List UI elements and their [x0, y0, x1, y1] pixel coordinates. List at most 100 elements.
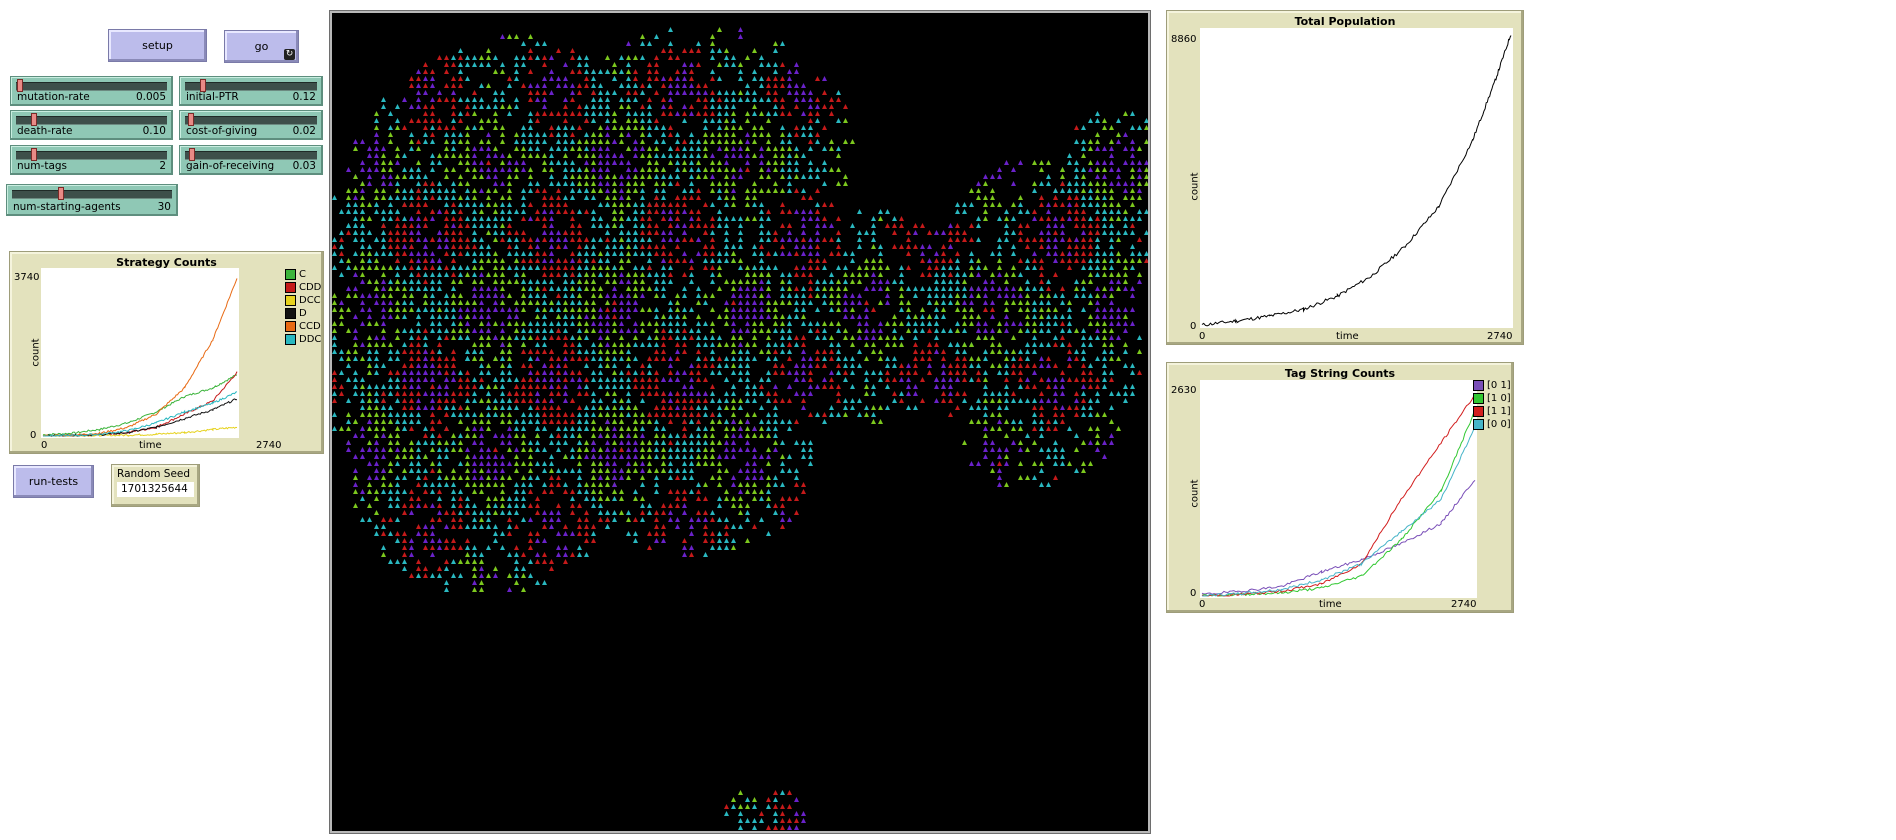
slider-death-rate[interactable]: death-rate 0.10	[10, 110, 173, 140]
go-button[interactable]: go ↻	[224, 30, 299, 63]
turtle-agent	[402, 188, 407, 193]
turtle-agent	[577, 209, 582, 214]
turtle-agent	[717, 517, 722, 522]
turtle-agent	[353, 468, 358, 473]
turtle-agent	[717, 258, 722, 263]
turtle-agent	[423, 139, 428, 144]
slider-mutation-rate[interactable]: mutation-rate 0.005	[10, 76, 173, 106]
setup-button[interactable]: setup	[108, 29, 207, 62]
turtle-agent	[654, 538, 659, 543]
turtle-agent	[451, 377, 456, 382]
turtle-agent	[752, 181, 757, 186]
slider-initial-ptr[interactable]: initial-PTR 0.12	[179, 76, 323, 106]
turtle-agent	[423, 405, 428, 410]
turtle-agent	[934, 230, 939, 235]
turtle-agent	[948, 384, 953, 389]
turtle-agent	[374, 412, 379, 417]
random-seed-input-box[interactable]: Random Seed 1701325644	[111, 464, 200, 507]
turtle-agent	[633, 90, 638, 95]
slider-num-starting-agents[interactable]: num-starting-agents 30	[6, 184, 178, 216]
random-seed-field[interactable]: 1701325644	[117, 482, 194, 497]
turtle-agent	[493, 265, 498, 270]
turtle-agent	[472, 195, 477, 200]
turtle-agent	[703, 230, 708, 235]
turtle-agent	[584, 237, 589, 242]
turtle-agent	[661, 83, 666, 88]
turtle-agent	[808, 328, 813, 333]
turtle-agent	[913, 314, 918, 319]
slider-knob[interactable]	[200, 79, 207, 92]
turtle-agent	[710, 433, 715, 438]
slider-knob[interactable]	[17, 79, 24, 92]
slider-cost-of-giving[interactable]: cost-of-giving 0.02	[179, 110, 323, 140]
turtle-agent	[675, 307, 680, 312]
turtle-agent	[535, 97, 540, 102]
turtle-agent	[969, 419, 974, 424]
turtle-agent	[668, 356, 673, 361]
turtle-agent	[794, 62, 799, 67]
turtle-agent	[801, 300, 806, 305]
turtle-agent	[675, 90, 680, 95]
turtle-agent	[360, 412, 365, 417]
turtle-agent	[500, 300, 505, 305]
turtle-agent	[1018, 293, 1023, 298]
turtle-agent	[731, 426, 736, 431]
turtle-agent	[605, 342, 610, 347]
turtle-agent	[1004, 461, 1009, 466]
turtle-agent	[381, 405, 386, 410]
turtle-agent	[556, 405, 561, 410]
turtle-agent	[682, 552, 687, 557]
slider-knob[interactable]	[188, 148, 195, 161]
turtle-agent	[367, 412, 372, 417]
turtle-agent	[640, 202, 645, 207]
turtle-agent	[745, 489, 750, 494]
run-tests-button[interactable]: run-tests	[13, 465, 94, 498]
world-view[interactable]	[330, 11, 1150, 833]
turtle-agent	[899, 342, 904, 347]
turtle-agent	[528, 139, 533, 144]
turtle-agent	[549, 433, 554, 438]
turtle-agent	[563, 391, 568, 396]
turtle-agent	[836, 118, 841, 123]
turtle-agent	[885, 370, 890, 375]
slider-knob[interactable]	[30, 113, 37, 126]
turtle-agent	[927, 286, 932, 291]
turtle-agent	[472, 90, 477, 95]
turtle-agent	[381, 419, 386, 424]
slider-knob[interactable]	[58, 187, 65, 200]
slider-knob[interactable]	[187, 113, 194, 126]
turtle-agent	[752, 475, 757, 480]
turtle-agent	[479, 363, 484, 368]
turtle-agent	[633, 426, 638, 431]
turtle-agent	[871, 265, 876, 270]
slider-gain-of-receiving[interactable]: gain-of-receiving 0.03	[179, 145, 323, 175]
turtle-agent	[752, 286, 757, 291]
turtle-agent	[577, 146, 582, 151]
turtle-agent	[528, 146, 533, 151]
turtle-agent	[591, 370, 596, 375]
turtle-agent	[535, 398, 540, 403]
turtle-agent	[591, 216, 596, 221]
turtle-agent	[430, 503, 435, 508]
turtle-agent	[1032, 342, 1037, 347]
turtle-agent	[514, 433, 519, 438]
slider-knob[interactable]	[30, 148, 37, 161]
turtle-agent	[591, 447, 596, 452]
slider-num-tags[interactable]: num-tags 2	[10, 145, 173, 175]
turtle-agent	[374, 160, 379, 165]
turtle-agent	[591, 167, 596, 172]
turtle-agent	[563, 328, 568, 333]
turtle-agent	[514, 174, 519, 179]
turtle-agent	[402, 384, 407, 389]
turtle-agent	[668, 153, 673, 158]
turtle-agent	[731, 314, 736, 319]
turtle-agent	[843, 363, 848, 368]
turtle-agent	[724, 111, 729, 116]
turtle-agent	[731, 111, 736, 116]
turtle-agent	[878, 328, 883, 333]
turtle-agent	[633, 223, 638, 228]
turtle-agent	[815, 307, 820, 312]
turtle-agent	[878, 300, 883, 305]
turtle-agent	[409, 440, 414, 445]
turtle-agent	[661, 174, 666, 179]
